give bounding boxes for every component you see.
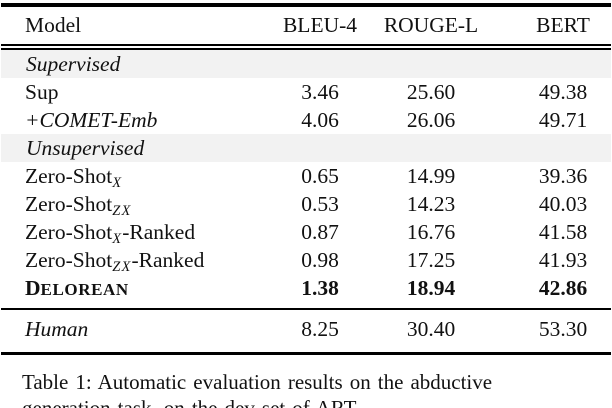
- model-name: D: [25, 276, 41, 300]
- table-caption: Table 1: Automatic evaluation results on…: [0, 369, 612, 408]
- model-suffix: -Ranked: [131, 248, 205, 272]
- caption-line-1: Table 1: Automatic evaluation results on…: [22, 370, 493, 394]
- table-row: Zero-ShotZX 0.53 14.23 40.03: [0, 190, 612, 219]
- table-section-row: Supervised: [1, 50, 611, 78]
- table-row: Zero-ShotX-Ranked 0.87 16.76 41.58: [0, 218, 612, 247]
- model-name-smallcaps: ELOREAN: [40, 280, 129, 299]
- bleu4-value: 4.06: [301, 108, 339, 132]
- bert-value: 41.58: [538, 220, 588, 244]
- model-name: Zero-Shot: [25, 192, 113, 216]
- table-body: Supervised Sup 3.46 25.60 49.38 +COMET-Emb 4.0…: [0, 50, 612, 343]
- bleu4-value: 8.25: [301, 316, 339, 341]
- section-label: Unsupervised: [26, 136, 145, 160]
- table-row: Human 8.25 30.40 53.30: [0, 315, 612, 343]
- bert-value: 40.03: [538, 192, 588, 216]
- model-name: Human: [25, 316, 89, 341]
- table-row: Sup 3.46 25.60 49.38: [0, 78, 612, 106]
- model-subscript: ZX: [112, 203, 132, 219]
- model-cell: Zero-ShotX-Ranked: [0, 218, 272, 253]
- table-mid-rule: [1, 308, 611, 310]
- section-label: Supervised: [26, 52, 121, 76]
- model-name: Zero-Shot: [25, 220, 113, 244]
- model-cell: Sup: [0, 78, 272, 106]
- rougel-value: 14.99: [406, 164, 456, 188]
- rougel-value: 18.94: [406, 276, 456, 300]
- table-header-double-rule: [1, 43, 611, 50]
- model-subscript: X: [112, 231, 123, 247]
- bert-value: 42.86: [538, 276, 588, 300]
- bleu4-value: 0.53: [301, 192, 339, 216]
- bleu4-value: 0.87: [301, 220, 339, 244]
- rougel-value: 26.06: [406, 108, 456, 132]
- table-row: +COMET-Emb 4.06 26.06 49.71: [0, 106, 612, 134]
- table-section-row: Unsupervised: [1, 134, 611, 162]
- model-cell: Zero-ShotZX: [0, 190, 272, 225]
- model-subscript: ZX: [112, 259, 132, 275]
- column-header-bert: BERT: [536, 12, 590, 37]
- model-subscript: X: [112, 175, 123, 191]
- model-name: Zero-Shot: [25, 164, 113, 188]
- bleu4-value: 1.38: [301, 276, 339, 300]
- model-cell: +COMET-Emb: [0, 106, 272, 134]
- column-header-bleu4: BLEU-4: [282, 12, 358, 37]
- model-name: Sup: [25, 80, 59, 104]
- bleu4-value: 0.65: [301, 164, 339, 188]
- table-top-rule: [1, 3, 611, 7]
- bert-value: 41.93: [538, 248, 588, 272]
- model-cell: Zero-ShotX: [0, 162, 272, 197]
- table-row: Zero-ShotX 0.65 14.99 39.36: [0, 162, 612, 191]
- column-header-model: Model: [25, 12, 82, 37]
- table-header-row: Model BLEU-4 ROUGE-L BERT: [0, 7, 612, 44]
- rougel-value: 30.40: [406, 316, 456, 341]
- column-header-rougel: ROUGE-L: [383, 12, 479, 37]
- model-name: +COMET-Emb: [25, 108, 158, 132]
- model-cell: Human: [0, 315, 272, 343]
- table-row: DELOREAN 1.38 18.94 42.86: [0, 274, 612, 302]
- rougel-value: 16.76: [406, 220, 456, 244]
- bert-value: 49.71: [538, 108, 588, 132]
- table-row: Zero-ShotZX-Ranked 0.98 17.25 41.93: [0, 246, 612, 275]
- model-cell: Zero-ShotZX-Ranked: [0, 246, 272, 281]
- table-bottom-rule: [1, 351, 611, 355]
- bert-value: 39.36: [538, 164, 588, 188]
- model-name: Zero-Shot: [25, 248, 113, 272]
- bleu4-value: 0.98: [301, 248, 339, 272]
- rougel-value: 25.60: [406, 80, 456, 104]
- rougel-value: 17.25: [406, 248, 456, 272]
- bert-value: 49.38: [538, 80, 588, 104]
- rougel-value: 14.23: [406, 192, 456, 216]
- bert-value: 53.30: [538, 316, 588, 341]
- bleu4-value: 3.46: [301, 80, 339, 104]
- caption-line-2: generation task, on the dev set of ART.: [22, 396, 361, 408]
- model-suffix: -Ranked: [122, 220, 196, 244]
- model-cell: DELOREAN: [0, 274, 272, 304]
